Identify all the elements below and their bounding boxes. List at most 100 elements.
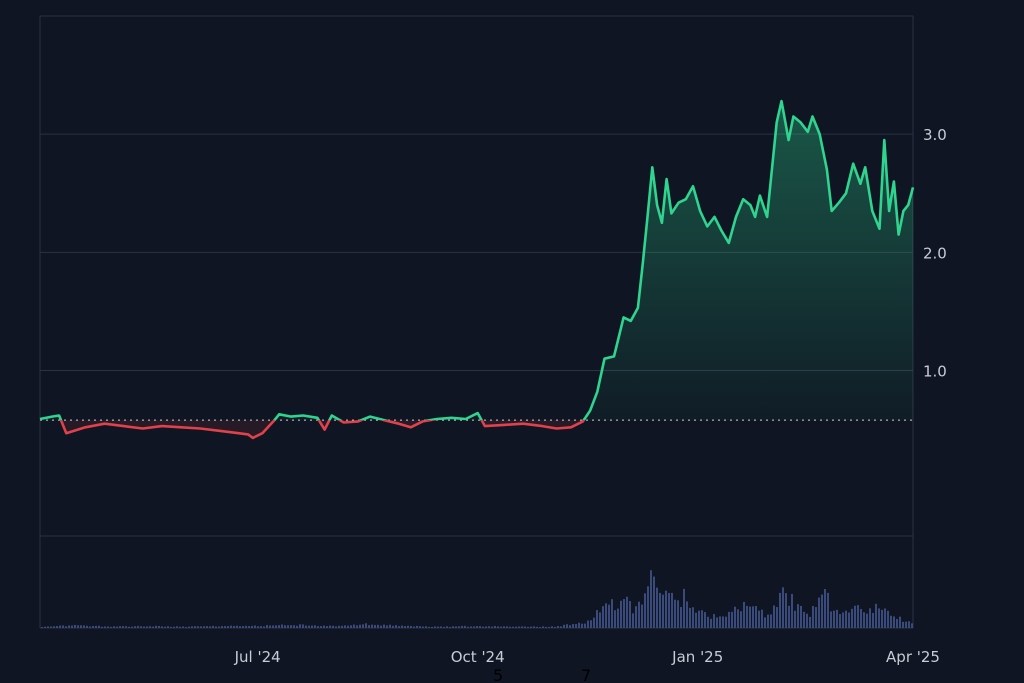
volume-bar (485, 626, 487, 628)
area-fill-below-baseline (40, 420, 913, 438)
volume-bar (263, 626, 265, 628)
volume-bar (776, 607, 778, 628)
volume-bar (125, 626, 127, 628)
x-tick-label: Jan '25 (671, 648, 723, 666)
volume-bar (512, 626, 514, 628)
volume-bar (53, 626, 55, 628)
volume-bar (374, 624, 376, 628)
volume-bar (122, 626, 124, 628)
volume-bar (875, 603, 877, 628)
volume-bar (821, 594, 823, 628)
volume-bar (281, 624, 283, 628)
volume-bar (611, 599, 613, 628)
volume-bar (764, 617, 766, 628)
volume-bar (692, 607, 694, 628)
volume-bar (182, 626, 184, 628)
volume-bar (128, 626, 130, 628)
volume-bar (293, 625, 295, 628)
volume-bar (749, 606, 751, 628)
volume-bar (218, 626, 220, 628)
volume-bar (887, 610, 889, 628)
volume-bar (581, 623, 583, 628)
volume-bar (179, 626, 181, 628)
volume-bar (170, 626, 172, 628)
volume-bar (524, 626, 526, 628)
volume-bar (308, 625, 310, 628)
volume-bar (260, 626, 262, 628)
volume-bar (227, 626, 229, 628)
volume-bar (221, 626, 223, 628)
volume-bar (380, 625, 382, 628)
volume-bar (806, 613, 808, 628)
volume-bar (161, 626, 163, 628)
volume-bar (383, 624, 385, 628)
volume-bar (302, 624, 304, 628)
volume-bar (362, 624, 364, 628)
volume-bar (98, 625, 100, 628)
volume-bar (908, 621, 910, 628)
volume-bar (551, 626, 553, 628)
volume-bar (371, 624, 373, 628)
volume-bar (377, 624, 379, 628)
volume-bar (458, 626, 460, 628)
volume-bar (503, 626, 505, 628)
volume-bar (704, 612, 706, 628)
volume-bar (278, 625, 280, 628)
volume-bar (713, 614, 715, 628)
volume-bar (899, 616, 901, 628)
volume-bar (746, 605, 748, 628)
volume-bar (824, 588, 826, 628)
volume-bar (158, 625, 160, 628)
volume-bar (629, 601, 631, 628)
volume-bar (80, 625, 82, 628)
volume-bar (785, 593, 787, 628)
volume-bar (833, 610, 835, 628)
volume-bar (623, 599, 625, 628)
volume-bar (254, 625, 256, 628)
volume-bar (698, 610, 700, 628)
volume-bar (794, 610, 796, 628)
volume-bar (860, 609, 862, 628)
volume-bar (659, 592, 661, 628)
volume-bar (431, 626, 433, 628)
volume-bar (770, 614, 772, 628)
volume-bar (683, 588, 685, 628)
volume-bar (389, 624, 391, 628)
volume-bar (866, 613, 868, 628)
volume-bar (584, 623, 586, 628)
volume-bar (491, 626, 493, 628)
volume-bar (494, 625, 496, 628)
volume-bar (200, 626, 202, 628)
volume-bar (830, 611, 832, 628)
x-axis-ticks: Jul '24 Oct '24 Jan '25 Apr '25 (234, 648, 940, 666)
volume-bar (296, 625, 298, 628)
volume-bar (845, 610, 847, 628)
volume-bar (287, 625, 289, 628)
volume-bar (497, 626, 499, 628)
volume-bar (212, 625, 214, 628)
volume-bar (299, 624, 301, 628)
volume-bar (572, 624, 574, 628)
volume-bar (173, 626, 175, 628)
volume-bar (818, 597, 820, 628)
volume-bar (788, 605, 790, 628)
volume-bar (194, 626, 196, 628)
volume-bar (863, 612, 865, 628)
volume-bar (596, 610, 598, 628)
volume-bar (95, 625, 97, 628)
volume-bar (599, 612, 601, 628)
volume-bar (188, 626, 190, 628)
volume-bar (614, 610, 616, 628)
volume-bar (761, 609, 763, 628)
volume-bar (476, 625, 478, 628)
volume-bar (176, 626, 178, 628)
volume-bar (341, 625, 343, 628)
price-line-above-baseline (39, 99, 915, 421)
volume-bar (428, 626, 430, 628)
volume-bar (305, 625, 307, 628)
volume-bar (164, 626, 166, 628)
volume-bar (533, 626, 535, 628)
volume-bar (233, 625, 235, 628)
volume-bar (752, 606, 754, 628)
